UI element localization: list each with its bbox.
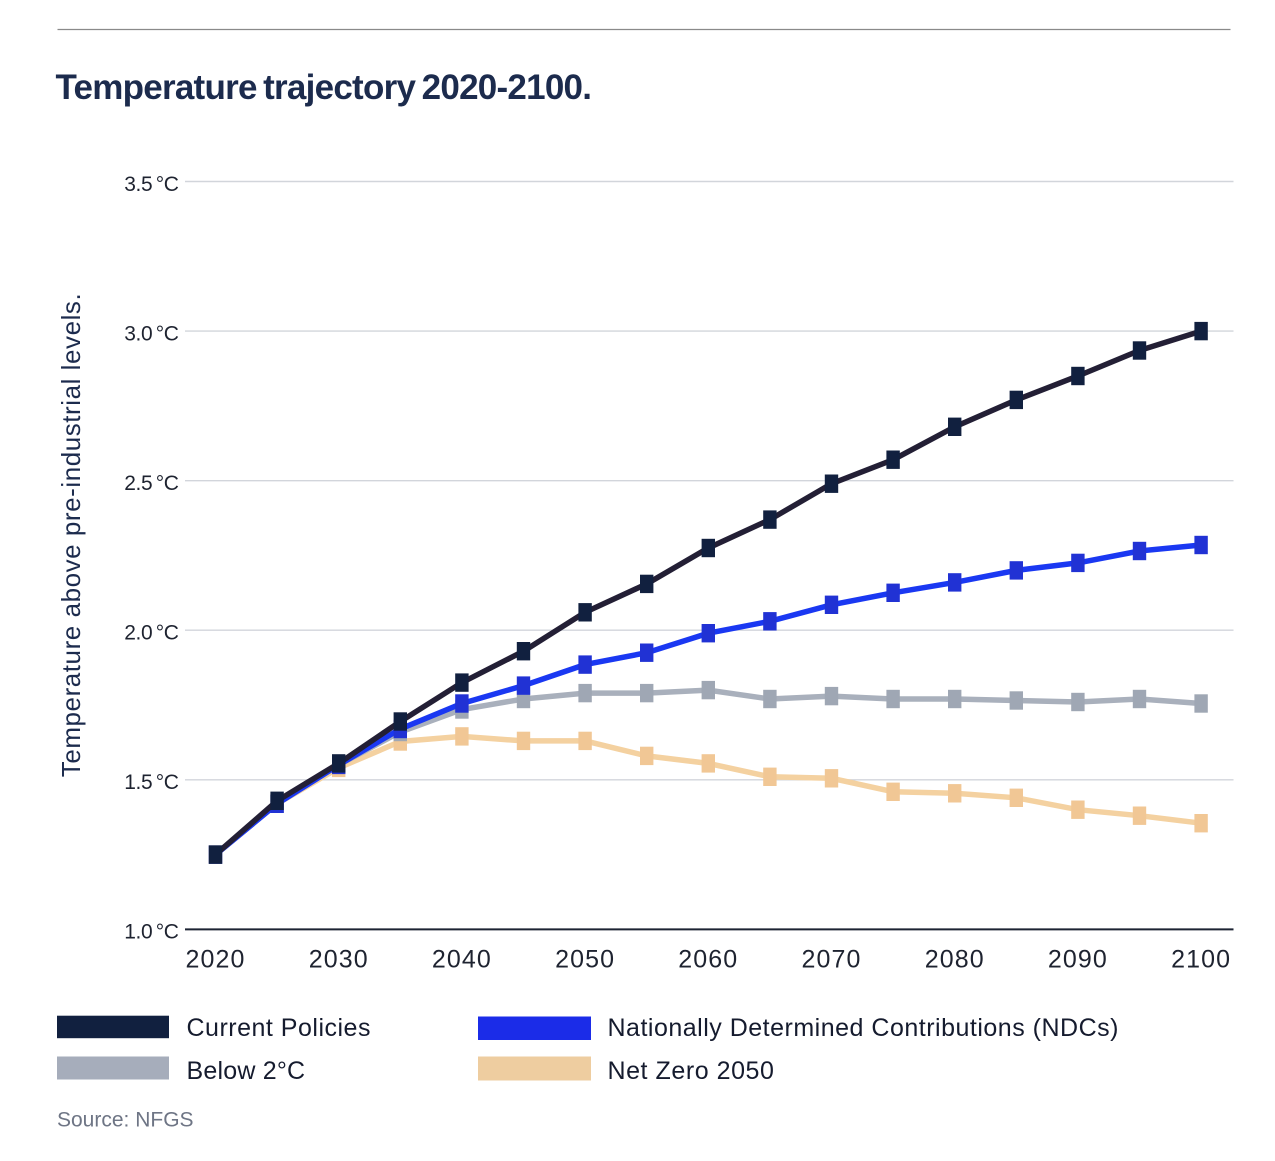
svg-text:3.5°C: 3.5 °C (124, 173, 178, 196)
svg-text:Net Zero 2050: Net Zero 2050 (608, 1057, 775, 1085)
svg-text:2100: 2100 (1171, 946, 1231, 974)
svg-text:1.5°C: 1.5 °C (124, 771, 178, 794)
svg-text:2090: 2090 (1048, 946, 1108, 974)
svg-text:2.5°C: 2.5 °C (124, 472, 178, 495)
svg-text:Current Policies: Current Policies (187, 1014, 371, 1042)
svg-text:2060: 2060 (678, 946, 738, 974)
svg-text:2.0°C: 2.0 °C (124, 622, 178, 645)
svg-text:2020: 2020 (185, 946, 245, 974)
svg-text:1.0°C: 1.0 °C (124, 921, 178, 944)
svg-text:2070: 2070 (801, 946, 861, 974)
svg-text:Below 2°C: Below 2°C (187, 1057, 306, 1085)
svg-text:Temperature trajectory 2020-21: Temperature trajectory 2020-2100. (56, 68, 592, 107)
svg-text:2030: 2030 (309, 946, 369, 974)
svg-text:3.0°C: 3.0 °C (124, 322, 178, 345)
svg-text:2080: 2080 (925, 946, 985, 974)
svg-text:2040: 2040 (432, 946, 492, 974)
svg-text:2050: 2050 (555, 946, 615, 974)
svg-text:Nationally Determined Contribu: Nationally Determined Contributions (NDC… (608, 1014, 1119, 1042)
svg-text:Temperature above pre-industri: Temperature above pre-industrial levels. (56, 293, 86, 777)
svg-text:Source: NFGS: Source: NFGS (57, 1109, 194, 1132)
